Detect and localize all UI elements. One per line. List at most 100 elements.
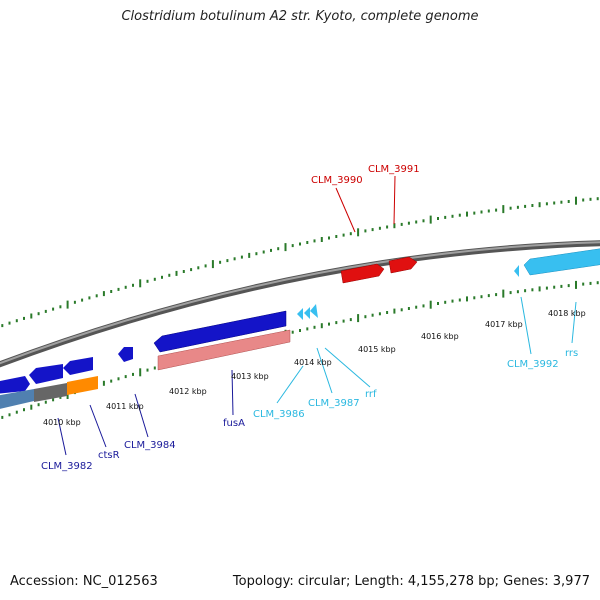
outer-scale-tick (596, 197, 599, 201)
label-clm-3991[interactable]: CLM_3991 (368, 164, 420, 175)
outer-scale-tick (132, 283, 134, 287)
inner-scale-tick (545, 286, 548, 290)
outer-scale-tick (168, 273, 171, 277)
label-clm-3987[interactable]: CLM_3987 (308, 398, 360, 409)
inner-scale-tick (52, 398, 55, 402)
label-clm-3990[interactable]: CLM_3990 (311, 175, 363, 186)
outer-scale-tick (313, 239, 316, 243)
label-clm-3986[interactable]: CLM_3986 (253, 409, 305, 420)
label-clm-3982[interactable]: CLM_3982 (41, 461, 93, 472)
outer-scale-tick (175, 270, 178, 276)
outer-scale-tick (306, 241, 309, 244)
inner-scale-tick (139, 368, 142, 377)
gene-pink-bar[interactable] (157, 329, 291, 371)
outer-scale-tick (284, 243, 287, 252)
outer-scale-tick (567, 200, 570, 203)
gene-clm-3986-arrow[interactable] (297, 308, 303, 320)
inner-scale-tick (524, 289, 527, 293)
label-clm-3984[interactable]: CLM_3984 (124, 440, 176, 451)
kbp-label-4018: 4018 kbp (548, 309, 586, 318)
inner-scale-tick (349, 318, 352, 322)
gene-clm-3990-arrow[interactable] (340, 263, 385, 284)
kbp-label-4015: 4015 kbp (358, 345, 396, 354)
gene-clm-3992-arrow[interactable] (514, 265, 519, 277)
outer-scale-tick (117, 287, 120, 291)
gene-dark-blue-2[interactable] (29, 364, 63, 384)
gene-rrs-arrow[interactable] (523, 248, 600, 276)
gene-dark-blue-1[interactable] (63, 357, 93, 375)
outer-scale-tick (560, 200, 563, 204)
kbp-label-4011: 4011 kbp (106, 402, 144, 411)
outer-scale-tick (66, 300, 69, 309)
outer-scale-tick (240, 255, 243, 259)
outer-scale-tick (102, 291, 105, 297)
label-clm-3992[interactable]: CLM_3992 (507, 359, 559, 370)
inner-scale-tick (538, 286, 541, 292)
outer-scale-tick (524, 204, 527, 208)
inner-scale-tick (509, 291, 512, 295)
label-rrf[interactable]: rrf (365, 389, 377, 400)
outer-scale-tick (349, 232, 352, 236)
gene-steel-blue-bar[interactable] (0, 389, 34, 410)
leader-clm-3991 (393, 175, 396, 225)
outer-scale-tick (582, 198, 585, 202)
outer-scale-tick (262, 250, 265, 254)
outer-scale-tick (422, 219, 425, 223)
inner-scale-tick (437, 302, 439, 305)
outer-scale-tick (299, 242, 301, 246)
outer-scale-tick (364, 229, 367, 233)
outer-scale-tick (204, 264, 207, 268)
inner-scale-tick (328, 322, 330, 326)
gene-dark-blue-3[interactable] (0, 376, 30, 394)
outer-scale-tick (59, 305, 62, 309)
outer-scale-tick (255, 252, 258, 256)
outer-scale-tick (15, 319, 18, 323)
outer-scale-tick (444, 215, 447, 219)
outer-scale-tick (378, 226, 381, 230)
inner-scale-tick (371, 313, 374, 317)
inner-scale-tick (444, 300, 447, 304)
inner-scale-tick (553, 285, 556, 289)
leader-clm-3987 (316, 347, 333, 394)
kbp-label-4012: 4012 kbp (169, 387, 207, 396)
outer-scale-tick (219, 260, 222, 264)
outer-scale-tick (23, 316, 25, 320)
inner-scale-tick (306, 327, 309, 331)
gene-clm-3991-arrow[interactable] (388, 256, 418, 274)
outer-scale-tick (575, 196, 577, 205)
inner-scale-tick (487, 294, 490, 298)
label-rrs[interactable]: rrs (565, 348, 578, 359)
inner-scale-tick (364, 315, 367, 319)
outer-scale-tick (487, 209, 490, 213)
outer-scale-tick (211, 260, 214, 269)
gene-clm-3987-arrow[interactable] (304, 307, 310, 319)
genome-title: Clostridium botulinum A2 str. Kyoto, com… (121, 9, 479, 24)
gene-clm-3984-arrow[interactable] (118, 347, 133, 362)
outer-scale-tick (393, 223, 396, 229)
gene-fusa-arrow[interactable] (153, 310, 287, 353)
gene-orange-bar[interactable] (67, 376, 98, 395)
outer-scale-tick (277, 247, 280, 251)
inner-scale-tick (59, 395, 62, 399)
inner-scale-tick (132, 372, 134, 376)
label-fusa[interactable]: fusA (223, 418, 245, 429)
outer-scale-tick (37, 312, 40, 316)
leader-clm-3982 (57, 417, 67, 456)
inner-scale-tick (531, 288, 534, 292)
gene-gray-bar[interactable] (34, 383, 67, 402)
inner-scale-tick (378, 312, 381, 316)
outer-scale-tick (233, 257, 236, 261)
inner-scale-tick (37, 403, 40, 407)
label-ctsr[interactable]: ctsR (98, 450, 120, 461)
inner-scale-tick (458, 298, 461, 302)
outer-scale-tick (466, 211, 468, 217)
inner-scale-tick (451, 299, 454, 303)
inner-scale-tick (589, 281, 592, 285)
inner-scale-tick (560, 284, 563, 288)
outer-scale-tick (342, 233, 345, 237)
gene-rrf-arrow[interactable] (310, 304, 318, 318)
outer-scale-tick (589, 197, 592, 201)
inner-scale-tick (117, 377, 120, 381)
